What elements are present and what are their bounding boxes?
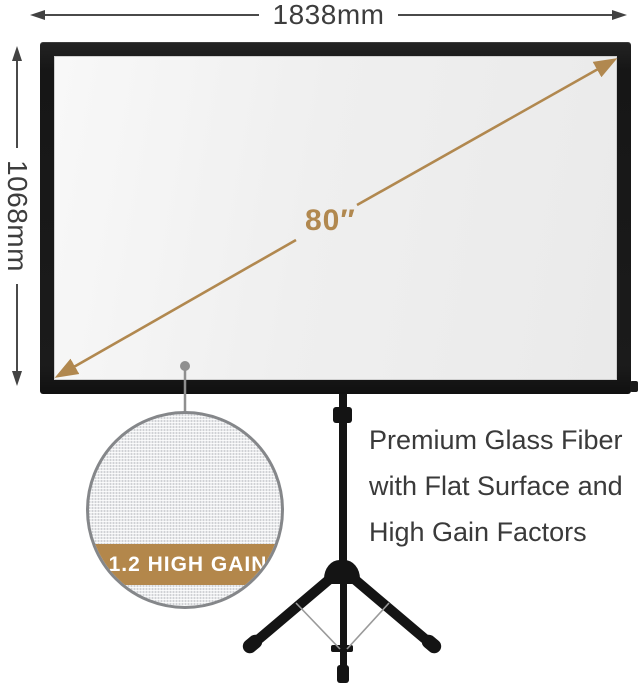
dimension-line [45, 14, 259, 16]
width-dimension-arrow: 1838mm [30, 0, 627, 30]
tripod-wire-bracket [331, 645, 353, 652]
arrowhead-right-icon [612, 10, 627, 20]
gain-label: 1.2 HIGH GAIN [108, 552, 268, 576]
feature-line-2: with Flat Surface and [369, 471, 623, 501]
tripod-height-clamp [333, 407, 352, 423]
height-dimension-arrow: 1068mm [2, 46, 33, 386]
tripod-center-foot [337, 665, 349, 683]
width-dimension-label: 1838mm [272, 0, 385, 30]
gain-band: 1.2 HIGH GAIN [89, 544, 281, 585]
height-dimension-label: 1068mm [2, 160, 33, 272]
feature-line-3: High Gain Factors [369, 517, 587, 547]
tripod-center-leg [340, 582, 347, 670]
feature-line-1: Premium Glass Fiber [369, 425, 623, 455]
frame-corner-cap [630, 381, 638, 392]
texture-magnifier-circle: 1.2 HIGH GAIN [86, 411, 284, 609]
tripod-wire-left [295, 602, 341, 650]
arrowhead-down-icon [12, 371, 22, 386]
arrowhead-left-icon [30, 10, 45, 20]
dimension-line [16, 283, 18, 371]
tripod-pole [339, 388, 347, 570]
dimension-line [398, 14, 612, 16]
arrowhead-up-icon [12, 46, 22, 61]
dimension-line [16, 61, 18, 149]
diagonal-size-label: 80″ [305, 204, 356, 237]
tripod-hub [324, 560, 360, 584]
feature-text: Premium Glass Fiber with Flat Surface an… [369, 417, 637, 555]
